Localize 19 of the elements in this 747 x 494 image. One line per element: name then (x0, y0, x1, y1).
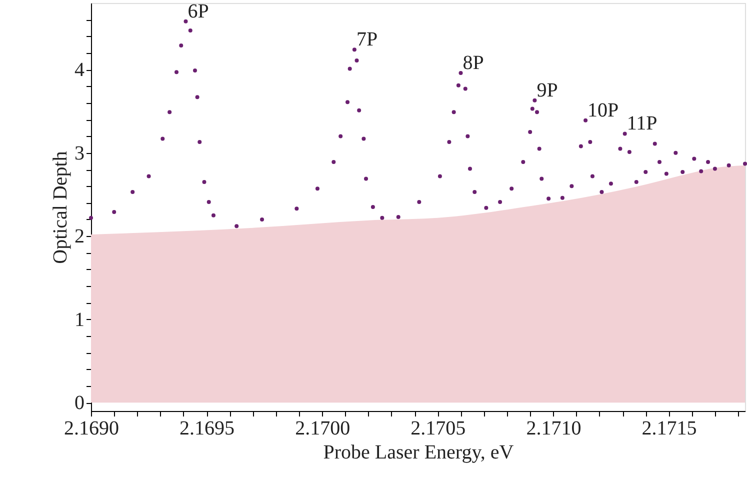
x-axis-title: Probe Laser Energy, eV (323, 442, 514, 464)
y-tick-label: 4 (74, 59, 84, 82)
annotation: 10P (588, 99, 619, 122)
x-tick-label: 2.1710 (526, 418, 582, 440)
x-tick-label: 2.1705 (410, 418, 466, 440)
x-tick-label: 2.1695 (180, 418, 235, 440)
annotation: 11P (626, 112, 658, 135)
x-tick-label: 2.1700 (295, 418, 350, 440)
x-tick-label: 2.1715 (642, 418, 697, 440)
annotation: 8P (462, 52, 484, 74)
y-tick-label: 0 (74, 392, 84, 414)
annotation: 7P (356, 28, 378, 51)
y-tick-label: 3 (74, 142, 84, 164)
x-tick-label: 2.1690 (64, 418, 119, 440)
y-tick-label: 2 (74, 226, 84, 248)
y-axis-title: Optical Depth (50, 151, 72, 264)
y-tick-label: 1 (74, 308, 84, 331)
annotation: 6P (188, 0, 209, 22)
annotation: 9P (536, 79, 558, 102)
